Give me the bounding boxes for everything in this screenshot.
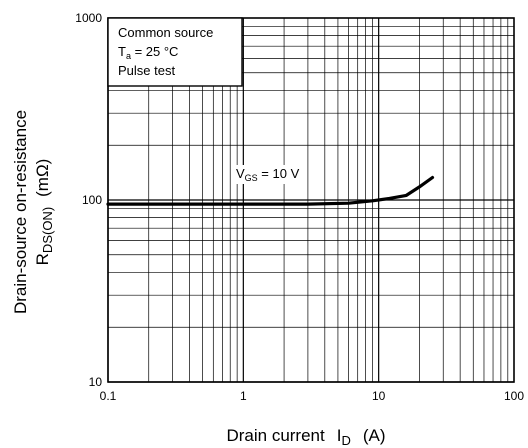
y-axis-title-line1: Drain-source on-resistance — [11, 110, 30, 314]
y-tick-label: 100 — [82, 193, 102, 207]
plot-frame — [107, 17, 515, 383]
condition-common-source: Common source — [118, 25, 213, 40]
y-axis-title-line2: RDS(ON) (mΩ) — [33, 159, 55, 266]
condition-temperature: Ta = 25 °C — [118, 44, 178, 61]
x-axis-title: Drain current ID (A) — [226, 426, 385, 448]
x-tick-labels: 0.1 1 10 100 — [100, 389, 525, 403]
x-tick-label: 1 — [240, 389, 247, 403]
x-tick-label: 0.1 — [100, 389, 117, 403]
x-axis-subscript: D — [341, 433, 350, 448]
y-tick-label: 10 — [89, 375, 103, 389]
x-tick-label: 100 — [504, 389, 524, 403]
series-label-subscript: GS — [245, 173, 258, 183]
ta-subscript: a — [126, 51, 131, 61]
x-axis-main: Drain current — [226, 426, 325, 445]
y-axis-unit: (mΩ) — [33, 159, 52, 197]
y-tick-label: 1000 — [75, 11, 102, 25]
conditions-box — [107, 17, 243, 87]
x-tick-label: 10 — [372, 389, 386, 403]
series-label-symbol: V — [236, 166, 245, 181]
condition-pulse-test: Pulse test — [118, 63, 175, 78]
x-axis-unit: (A) — [363, 426, 386, 445]
ta-symbol: T — [118, 44, 126, 59]
y-axis-title: Drain-source on-resistance RDS(ON) (mΩ) — [11, 110, 55, 314]
series-label-background — [233, 165, 303, 184]
y-axis-symbol: R — [33, 253, 52, 265]
ta-value: = 25 °C — [131, 44, 178, 59]
series-label-value: = 10 V — [258, 166, 300, 181]
y-axis-subscript: DS(ON) — [40, 207, 55, 253]
series-line-vgs-10v — [106, 175, 435, 206]
series-label: VGS = 10 V — [236, 166, 300, 183]
y-tick-labels: 10 100 1000 — [75, 11, 102, 389]
x-axis-symbol: I — [337, 426, 342, 445]
